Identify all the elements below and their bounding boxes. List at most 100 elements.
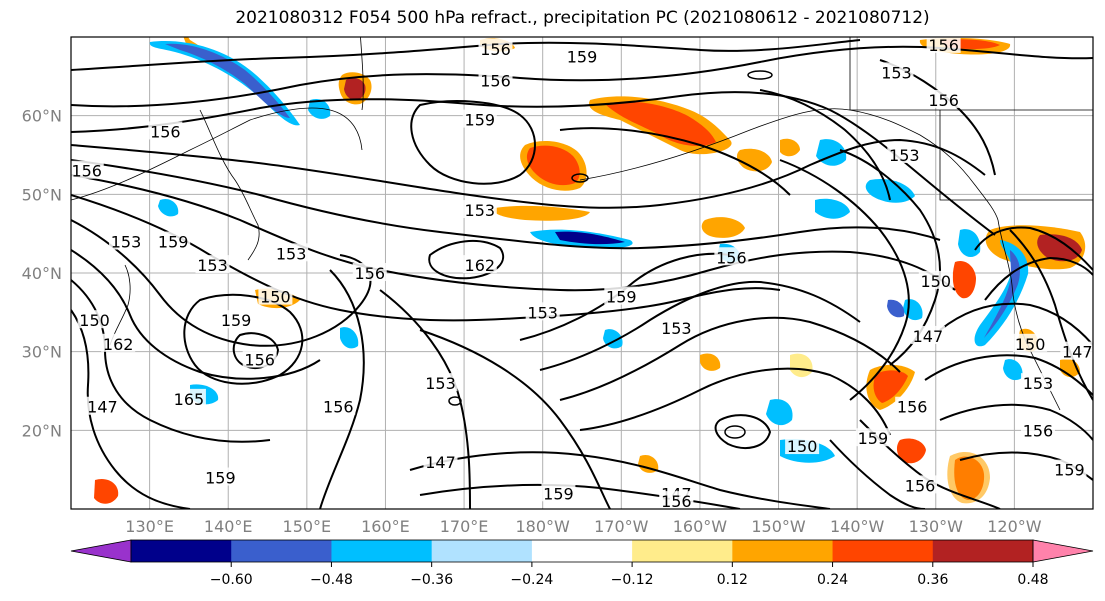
contour-label: 162 <box>103 335 134 354</box>
contour-label: 159 <box>205 469 236 488</box>
longitude-tick-label: 140°E <box>204 517 253 536</box>
colorbar-tick-label: −0.24 <box>510 572 553 588</box>
longitude-tick-label: 150°W <box>751 517 806 536</box>
contour-label-background <box>855 428 890 447</box>
contour-label: 156 <box>480 71 511 90</box>
colorbar-tick-label: 0.24 <box>817 572 848 588</box>
contour-label: 156 <box>897 398 928 417</box>
contour-label-background <box>785 436 820 455</box>
contour-label: 147 <box>425 453 456 472</box>
contour-label-background <box>926 89 961 108</box>
contour-labels: 156 156 159 159 153 156 156 156 156 153 153 159 153 1… <box>71 36 1093 511</box>
longitude-tick-label: 170°E <box>440 517 489 536</box>
contour-label-background <box>1060 341 1093 360</box>
contour-label-background <box>109 231 144 250</box>
small-contours <box>448 70 773 439</box>
contour-label: 150 <box>260 288 291 307</box>
colorbar-segment <box>632 540 733 562</box>
contour-label-background <box>887 145 922 163</box>
colorbar-tick-label: −0.12 <box>611 572 654 588</box>
contour-label-background <box>525 302 560 321</box>
colorbar-segment <box>131 540 232 562</box>
colorbar-tick-labels: −0.60 −0.48 −0.36 −0.24 −0.12 0.12 0.24 0.36 0.4… <box>210 562 1049 588</box>
colorbar-tick-label: 0.48 <box>1017 572 1048 588</box>
longitude-tick-label: 170°W <box>594 517 649 536</box>
contour-label-background <box>77 310 112 329</box>
contour-label: 156 <box>244 351 275 370</box>
colorbar <box>70 539 1094 563</box>
colorbar-tick-label: −0.48 <box>310 572 353 588</box>
longitude-tick-label: 160°E <box>361 517 410 536</box>
contour-label: 153 <box>425 374 456 393</box>
colorbar-segment <box>331 540 433 562</box>
colorbar-segment <box>932 540 1034 562</box>
contour-label-background <box>462 200 497 219</box>
contour-label: 159 <box>158 233 189 252</box>
contour-label: 156 <box>480 40 511 59</box>
contour-label-background <box>478 38 513 57</box>
contour-label-background <box>101 333 136 352</box>
colorbar-tick-label: 0.12 <box>717 572 748 588</box>
contour-label-background <box>85 396 120 415</box>
contour-label-background <box>171 388 206 407</box>
map-title: 2021080312 F054 500 hPa refract., precip… <box>235 8 930 28</box>
contour-label: 159 <box>606 288 637 307</box>
contour-label: 153 <box>465 201 496 220</box>
contour-label: 153 <box>881 63 912 82</box>
contour-label: 159 <box>1054 461 1085 480</box>
contour-label: 150 <box>787 437 818 456</box>
contour-label-background <box>195 255 230 274</box>
contour-label: 147 <box>1062 343 1093 362</box>
colorbar-segment <box>231 540 332 562</box>
contour-label: 159 <box>543 484 574 503</box>
contour-label-background <box>462 255 497 274</box>
contour-label-background <box>879 62 914 81</box>
contour-label: 156 <box>323 398 354 417</box>
contour-label-background <box>219 310 254 329</box>
colorbar-extend-max <box>1032 539 1094 563</box>
plot-frame <box>70 36 1094 510</box>
contour-label-background <box>714 247 749 266</box>
contour-label: 153 <box>1023 374 1054 393</box>
colorbar-tick-label: 0.36 <box>917 572 948 588</box>
contour-label: 156 <box>71 162 102 181</box>
latitude-tick-label: 40°N <box>22 264 62 283</box>
contour-label: 147 <box>87 398 118 417</box>
latitude-tick-labels: 60°N 50°N 40°N 30°N 20°N <box>22 107 62 441</box>
contour-label: 153 <box>527 303 558 322</box>
contour-label: 153 <box>276 244 307 263</box>
contour-label: 153 <box>197 256 228 275</box>
contour-label-background <box>565 46 599 65</box>
colorbar-tick-label: −0.36 <box>410 572 453 588</box>
contour-label: 153 <box>111 233 142 252</box>
contour-label: 156 <box>661 492 692 511</box>
contour-label-background <box>478 70 513 89</box>
contour-label-background <box>918 270 953 289</box>
contour-label-background <box>423 451 458 470</box>
contour-label: 156 <box>716 248 747 267</box>
contour-label-background <box>1020 373 1055 392</box>
contour-label: 156 <box>928 36 959 55</box>
contour-label-background <box>541 483 576 502</box>
contour-label-background <box>148 121 183 140</box>
latitude-tick-label: 60°N <box>22 107 62 126</box>
contour-label-background <box>274 243 309 262</box>
contour-label-background <box>1013 333 1048 352</box>
colorbar-extend-min <box>70 539 132 563</box>
contour-label: 159 <box>567 48 598 67</box>
contour-label-background <box>604 286 639 305</box>
colorbar-frame <box>130 539 1034 563</box>
contour-label-background <box>659 318 694 337</box>
contour-label-background <box>203 467 238 486</box>
contour-label-background <box>1052 459 1087 478</box>
longitude-tick-label: 140°W <box>830 517 885 536</box>
contour-label: 159 <box>465 111 496 130</box>
contour-label: 162 <box>465 256 496 275</box>
longitude-tick-labels: 130°E 140°E 150°E 160°E 170°E 180°W 170°W 160°W… <box>125 517 1041 536</box>
longitude-tick-label: 150°E <box>283 517 332 536</box>
contour-label: 150 <box>1015 335 1046 354</box>
contour-label: 156 <box>905 476 936 495</box>
contour-label-background <box>910 325 945 344</box>
colorbar-segment <box>531 540 633 562</box>
